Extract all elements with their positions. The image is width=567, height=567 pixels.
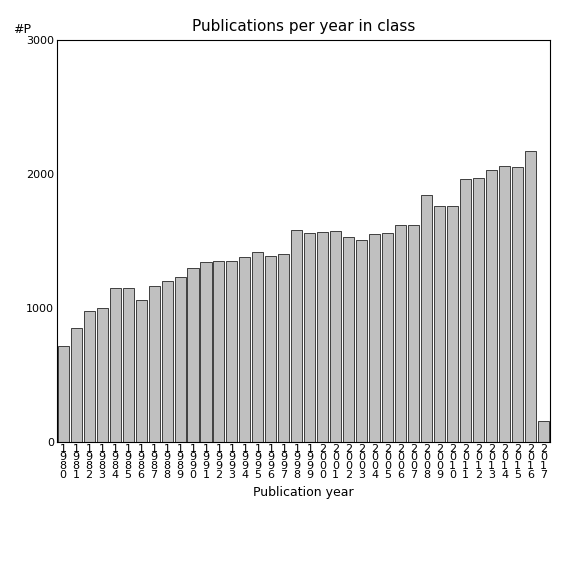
Bar (188, 268, 198, 442)
Bar (318, 232, 328, 442)
X-axis label: Publication year: Publication year (253, 485, 354, 498)
Bar (447, 206, 458, 442)
Bar (421, 196, 432, 442)
Bar (109, 288, 121, 442)
Bar (369, 234, 380, 442)
Bar (499, 167, 510, 442)
Bar (71, 328, 82, 442)
Bar (239, 257, 251, 442)
Bar (538, 421, 549, 442)
Bar (278, 255, 289, 442)
Bar (162, 281, 172, 442)
Bar (512, 167, 523, 442)
Bar (291, 230, 302, 442)
Bar (473, 178, 484, 442)
Bar (96, 308, 108, 442)
Bar (265, 256, 276, 442)
Bar (58, 346, 69, 442)
Y-axis label: #P: #P (13, 23, 31, 36)
Bar (252, 252, 264, 442)
Title: Publications per year in class: Publications per year in class (192, 19, 415, 35)
Bar (382, 233, 393, 442)
Bar (201, 263, 211, 442)
Bar (356, 240, 367, 442)
Bar (226, 261, 238, 442)
Bar (331, 231, 341, 442)
Bar (408, 225, 419, 442)
Bar (343, 237, 354, 442)
Bar (213, 261, 225, 442)
Bar (122, 288, 134, 442)
Bar (136, 300, 147, 442)
Bar (149, 286, 159, 442)
Bar (525, 151, 536, 442)
Bar (460, 179, 471, 442)
Bar (84, 311, 95, 442)
Bar (486, 170, 497, 442)
Bar (395, 225, 406, 442)
Bar (434, 206, 445, 442)
Bar (304, 233, 315, 442)
Bar (175, 277, 185, 442)
